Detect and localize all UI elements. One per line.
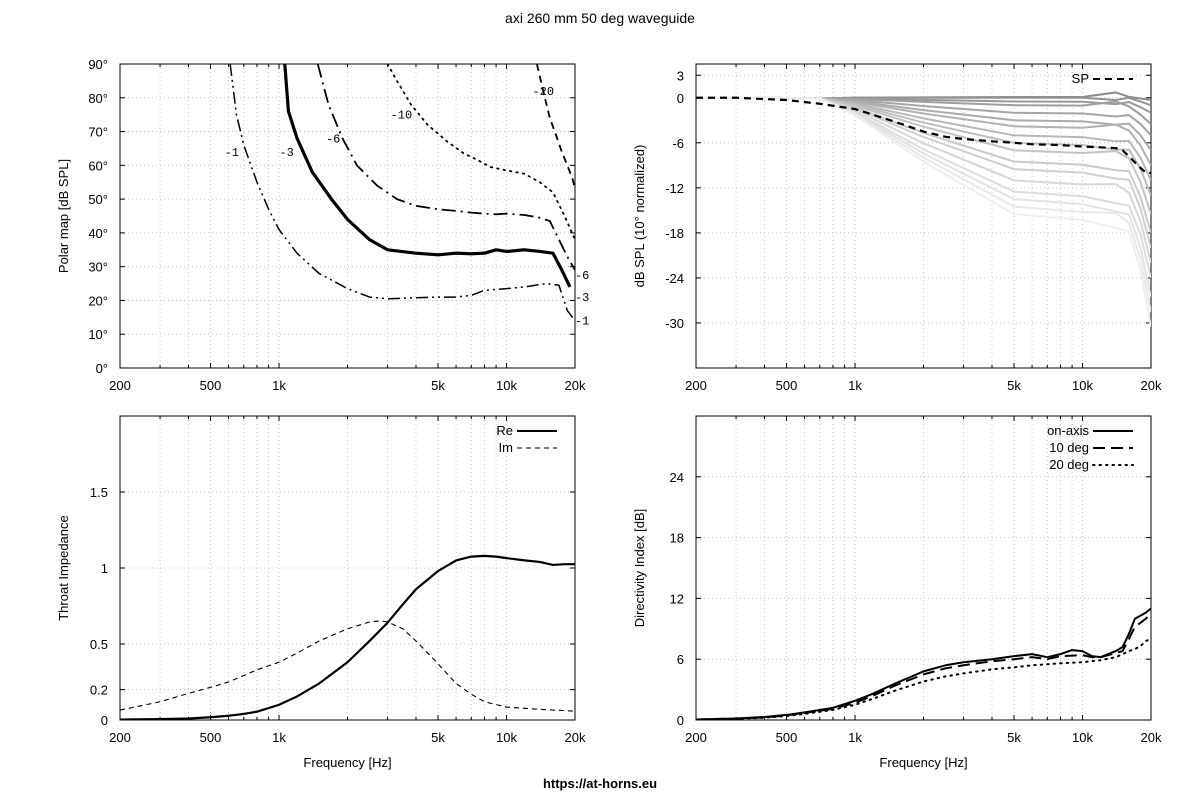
polar-plot-area [230, 64, 575, 321]
x-tick-label: 10k [496, 730, 517, 745]
x-tick-label: 10k [1072, 730, 1093, 745]
y-tick-label: 1 [101, 561, 108, 576]
impedance-x-axis-label: Frequency [Hz] [303, 755, 391, 770]
y-tick-label: 0 [677, 91, 684, 106]
x-tick-label: 5k [431, 730, 445, 745]
di-panel: 200 500 1k 5k 10k 20k 0 6 12 18 24 Frequency [Hz] Di… [632, 416, 1162, 770]
y-tick-label: 20° [88, 293, 108, 308]
di-x-axis-label: Frequency [Hz] [879, 755, 967, 770]
x-tick-label: 20k [565, 378, 586, 393]
x-tick-label: 200 [109, 378, 131, 393]
impedance-legend: Re Im [496, 423, 557, 455]
y-tick-label: 0.2 [90, 683, 108, 698]
y-tick-label: 10° [88, 327, 108, 342]
legend-label: on-axis [1047, 423, 1089, 438]
x-tick-label: 1k [272, 378, 286, 393]
y-tick-label: 18 [670, 531, 684, 546]
footer-url: https://at-horns.eu [0, 776, 1200, 791]
y-tick-label: 80° [88, 91, 108, 106]
contour-label: -3 [279, 146, 293, 160]
x-tick-label: 200 [685, 730, 707, 745]
x-tick-label: 5k [1007, 730, 1021, 745]
x-tick-label: 1k [848, 378, 862, 393]
x-tick-label: 500 [776, 378, 798, 393]
legend-label: 20 deg [1049, 457, 1089, 472]
y-tick-label: 0 [677, 713, 684, 728]
y-tick-label: -24 [665, 271, 684, 286]
y-tick-label: 50° [88, 192, 108, 207]
y-tick-label: -30 [665, 316, 684, 331]
x-tick-label: 500 [200, 378, 222, 393]
x-tick-label: 10k [496, 378, 517, 393]
impedance-series-Im [120, 621, 575, 711]
y-tick-label: 12 [670, 591, 684, 606]
y-tick-label: 90° [88, 57, 108, 72]
polar-grid [120, 64, 575, 368]
x-tick-label: 5k [1007, 378, 1021, 393]
x-tick-label: 10k [1072, 378, 1093, 393]
x-tick-label: 1k [272, 730, 286, 745]
y-tick-label: 40° [88, 226, 108, 241]
contour-label: -20 [532, 85, 554, 99]
x-tick-label: 5k [431, 378, 445, 393]
polar-series--3 [285, 64, 570, 287]
contour-end-label: -1 [575, 315, 589, 329]
y-tick-label: 6 [677, 652, 684, 667]
contour-end-label: -3 [575, 291, 589, 305]
impedance-grid [120, 416, 575, 720]
y-tick-label: 0.5 [90, 637, 108, 652]
di-y-axis-label: Directivity Index [dB] [632, 509, 647, 628]
contour-label: -1 [225, 146, 239, 160]
contour-label: -6 [326, 132, 340, 146]
impedance-y-axis-label: Throat Impedance [56, 515, 71, 621]
x-tick-label: 20k [1141, 378, 1162, 393]
polar-series--1 [230, 64, 575, 321]
x-tick-label: 200 [685, 378, 707, 393]
y-tick-label: 60° [88, 158, 108, 173]
y-tick-label: 0 [101, 713, 108, 728]
spl-y-axis-label: dB SPL (10° normalized) [632, 145, 647, 288]
x-tick-label: 500 [776, 730, 798, 745]
y-tick-label: -6 [672, 136, 684, 151]
contour-label: -10 [391, 109, 413, 123]
polar-panel: 200 500 1k 5k 10k 20k 0° 10° 20° 30° 40° 50° 60° 70° 8… [56, 57, 589, 393]
y-tick-label: 3 [677, 68, 684, 83]
y-tick-label: 1.5 [90, 485, 108, 500]
contour-end-label: -6 [575, 269, 589, 283]
di-series-10-deg [696, 614, 1151, 720]
legend-label: Re [496, 423, 513, 438]
di-legend: on-axis 10 deg 20 deg [1047, 423, 1133, 472]
x-tick-label: 20k [1141, 730, 1162, 745]
x-tick-label: 500 [200, 730, 222, 745]
spl-panel: 200 500 1k 5k 10k 20k 3 0 -6 -12 -18 -24 -30 dB SPL (… [632, 64, 1162, 393]
impedance-panel: 200 500 1k 5k 10k 20k 0 0.2 0.5 1 1.5 Frequency [Hz… [56, 416, 586, 770]
x-tick-label: 200 [109, 730, 131, 745]
spl-legend: SP [1072, 71, 1133, 86]
x-tick-label: 1k [848, 730, 862, 745]
spl-plot-area [696, 92, 1151, 326]
y-tick-label: 0° [96, 361, 108, 376]
y-tick-label: -12 [665, 181, 684, 196]
y-tick-label: 30° [88, 260, 108, 275]
polar-series--20 [537, 64, 575, 189]
y-tick-label: -18 [665, 226, 684, 241]
x-tick-label: 20k [565, 730, 586, 745]
figure-canvas: 200 500 1k 5k 10k 20k 0° 10° 20° 30° 40° 50° 60° 70° 8… [0, 0, 1200, 800]
y-tick-label: 70° [88, 125, 108, 140]
polar-y-axis-label: Polar map [dB SPL] [56, 159, 71, 273]
y-tick-label: 24 [670, 470, 684, 485]
legend-label: SP [1072, 71, 1089, 86]
legend-label: 10 deg [1049, 440, 1089, 455]
legend-label: Im [499, 440, 513, 455]
